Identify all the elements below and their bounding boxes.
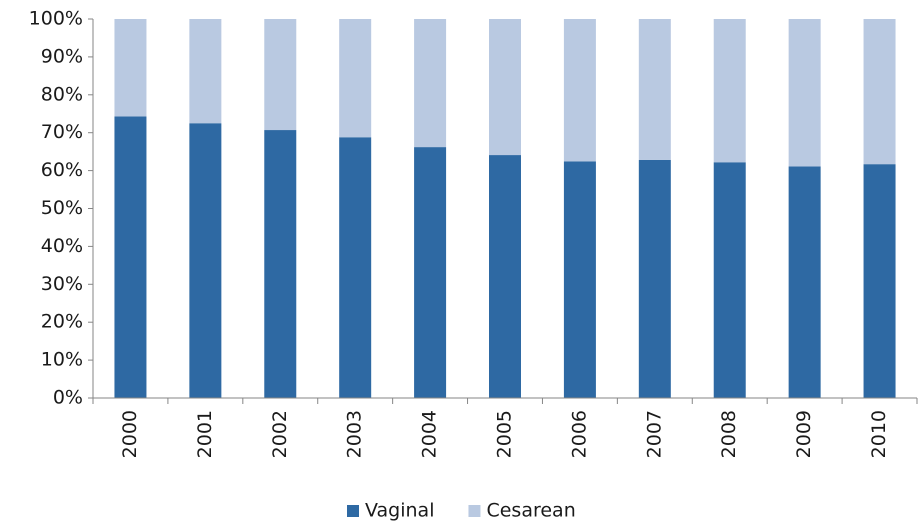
bar-segment <box>863 164 896 398</box>
y-tick-label: 80% <box>41 83 83 105</box>
y-tick-label: 10% <box>41 349 83 371</box>
bar-segment <box>189 123 222 398</box>
y-tick-label: 90% <box>41 45 83 67</box>
y-tick-label: 100% <box>29 8 83 30</box>
bar-segment <box>863 19 896 165</box>
bar-segment <box>339 19 372 138</box>
bar-segment <box>264 19 297 131</box>
y-tick-label: 50% <box>41 197 83 219</box>
bar-segment <box>489 19 521 156</box>
x-tick-label: 2000 <box>119 410 141 458</box>
bar-segment <box>563 19 596 162</box>
x-tick-label: 2010 <box>868 410 890 458</box>
bar-segment <box>713 19 746 163</box>
y-tick-label: 0% <box>53 387 83 409</box>
legend-label: Vaginal <box>365 500 434 522</box>
x-tick-label: 2005 <box>494 410 516 458</box>
bar-segment <box>414 19 447 148</box>
x-tick-label: 2008 <box>718 410 740 458</box>
bar-segment <box>638 159 671 398</box>
bar-segment <box>638 19 671 160</box>
bar-segment <box>713 162 746 398</box>
y-tick-label: 60% <box>41 159 83 181</box>
y-tick-label: 40% <box>41 235 83 257</box>
x-tick-label: 2003 <box>344 410 366 458</box>
bar-segment <box>339 137 372 399</box>
bar-segment <box>264 130 297 398</box>
bar-segment <box>114 116 147 398</box>
x-tick-label: 2009 <box>793 410 815 458</box>
y-tick-label: 70% <box>41 121 83 143</box>
x-tick-label: 2001 <box>194 410 216 458</box>
x-tick-label: 2007 <box>643 410 665 458</box>
bar-segment <box>114 19 147 117</box>
legend-swatch <box>468 505 481 517</box>
bar-segment <box>788 166 821 398</box>
x-tick-label: 2006 <box>568 410 590 458</box>
y-tick-label: 30% <box>41 273 83 295</box>
legend-label: Cesarean <box>486 500 575 522</box>
bar-segment <box>563 161 596 398</box>
bar-segment <box>189 19 222 124</box>
bar-segment <box>489 155 521 398</box>
x-tick-label: 2002 <box>269 410 291 458</box>
bar-segment <box>414 147 447 398</box>
x-tick-label: 2004 <box>419 410 441 458</box>
bar-segment <box>788 19 821 167</box>
legend-swatch <box>347 505 359 517</box>
y-tick-label: 20% <box>41 311 83 333</box>
